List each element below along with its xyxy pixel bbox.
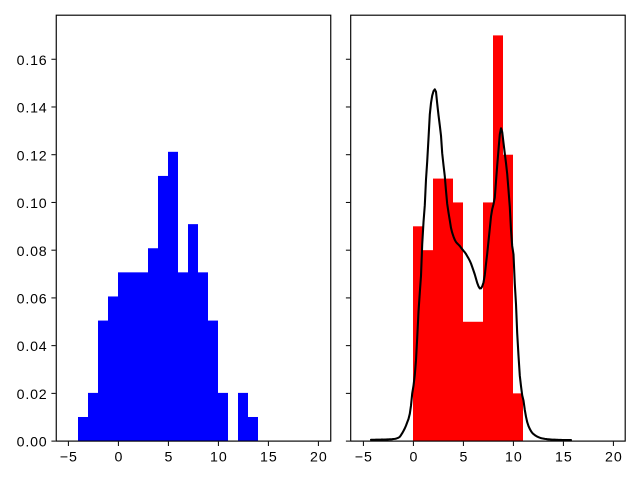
svg-text:5: 5 xyxy=(459,450,468,466)
svg-text:0.02: 0.02 xyxy=(17,387,48,403)
svg-text:0: 0 xyxy=(114,450,123,466)
svg-text:20: 20 xyxy=(310,450,328,466)
svg-text:10: 10 xyxy=(210,450,228,466)
svg-text:0.04: 0.04 xyxy=(17,339,48,355)
svg-text:5: 5 xyxy=(164,450,173,466)
svg-text:0.16: 0.16 xyxy=(17,53,48,69)
svg-text:−5: −5 xyxy=(355,450,373,466)
svg-text:0.14: 0.14 xyxy=(17,101,48,117)
svg-text:0: 0 xyxy=(409,450,418,466)
svg-text:0.06: 0.06 xyxy=(17,292,48,308)
svg-text:10: 10 xyxy=(505,450,523,466)
svg-text:15: 15 xyxy=(555,450,573,466)
svg-text:20: 20 xyxy=(605,450,623,466)
svg-text:−5: −5 xyxy=(60,450,78,466)
svg-text:0.08: 0.08 xyxy=(17,244,48,260)
svg-text:0.12: 0.12 xyxy=(17,148,48,164)
svg-text:0.10: 0.10 xyxy=(17,196,48,212)
svg-text:15: 15 xyxy=(260,450,278,466)
svg-text:0.00: 0.00 xyxy=(17,435,48,451)
